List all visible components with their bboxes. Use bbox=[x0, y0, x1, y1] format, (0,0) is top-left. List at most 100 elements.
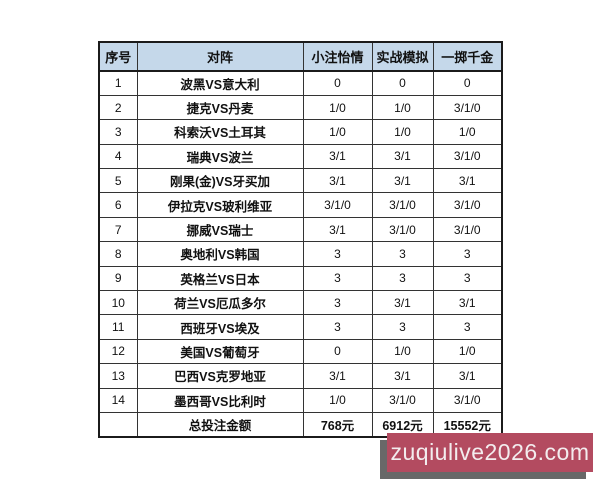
value-cell: 0 bbox=[432, 70, 503, 96]
row-number-cell: 4 bbox=[98, 143, 138, 170]
match-cell: 西班牙VS埃及 bbox=[136, 314, 304, 340]
value-cell: 3 bbox=[432, 314, 503, 340]
match-cell: 伊拉克VS玻利维亚 bbox=[136, 192, 304, 218]
value-cell: 3 bbox=[302, 314, 373, 340]
value-cell: 3 bbox=[371, 265, 434, 292]
column-header: 小注怡情 bbox=[302, 41, 373, 72]
row-number-cell: 14 bbox=[98, 387, 138, 413]
value-cell: 3 bbox=[371, 241, 434, 267]
table-row: 2 捷克VS丹麦 1/0 1/0 3/1/0 bbox=[98, 94, 503, 121]
value-cell: 1/0 bbox=[302, 119, 373, 145]
match-cell: 科索沃VS土耳其 bbox=[136, 119, 304, 145]
table-row: 3 科索沃VS土耳其 1/0 1/0 1/0 bbox=[98, 119, 503, 145]
match-cell: 奥地利VS韩国 bbox=[136, 241, 304, 267]
value-cell: 0 bbox=[302, 70, 373, 96]
total-row-empty-cell bbox=[98, 411, 138, 438]
value-cell: 3/1/0 bbox=[302, 192, 373, 218]
row-number-cell: 3 bbox=[98, 119, 138, 145]
table-row: 5 刚果(金)VS牙买加 3/1 3/1 3/1 bbox=[98, 168, 503, 194]
column-header: 实战模拟 bbox=[371, 41, 434, 72]
value-cell: 3/1 bbox=[371, 363, 434, 389]
value-cell: 0 bbox=[302, 338, 373, 365]
value-cell: 3/1/0 bbox=[432, 192, 503, 218]
table-row: 13 巴西VS克罗地亚 3/1 3/1 3/1 bbox=[98, 363, 503, 389]
value-cell: 3 bbox=[302, 265, 373, 292]
table-row: 1 波黑VS意大利 0 0 0 bbox=[98, 70, 503, 96]
row-number-cell: 8 bbox=[98, 241, 138, 267]
match-cell: 墨西哥VS比利时 bbox=[136, 387, 304, 413]
value-cell: 1/0 bbox=[371, 338, 434, 365]
value-cell: 3/1 bbox=[302, 143, 373, 170]
value-cell: 1/0 bbox=[302, 94, 373, 121]
header-row: 序号 对阵 小注怡情 实战模拟 一掷千金 bbox=[98, 41, 503, 72]
match-cell: 英格兰VS日本 bbox=[136, 265, 304, 292]
match-cell: 波黑VS意大利 bbox=[136, 70, 304, 96]
column-header: 一掷千金 bbox=[432, 41, 503, 72]
table-row: 11 西班牙VS埃及 3 3 3 bbox=[98, 314, 503, 340]
column-header: 序号 bbox=[98, 41, 138, 72]
value-cell: 1/0 bbox=[432, 119, 503, 145]
value-cell: 3/1/0 bbox=[371, 387, 434, 413]
value-cell: 3/1/0 bbox=[371, 216, 434, 243]
row-number-cell: 5 bbox=[98, 168, 138, 194]
match-cell: 巴西VS克罗地亚 bbox=[136, 363, 304, 389]
row-number-cell: 9 bbox=[98, 265, 138, 292]
value-cell: 3/1/0 bbox=[371, 192, 434, 218]
match-cell: 挪威VS瑞士 bbox=[136, 216, 304, 243]
value-cell: 3 bbox=[302, 290, 373, 316]
value-cell: 3/1 bbox=[302, 363, 373, 389]
match-cell: 刚果(金)VS牙买加 bbox=[136, 168, 304, 194]
value-cell: 3/1/0 bbox=[432, 143, 503, 170]
match-cell: 捷克VS丹麦 bbox=[136, 94, 304, 121]
row-number-cell: 12 bbox=[98, 338, 138, 365]
value-cell: 1/0 bbox=[371, 119, 434, 145]
site-watermark: zuqiulive2026.com bbox=[387, 433, 593, 472]
value-cell: 3/1 bbox=[432, 363, 503, 389]
table-header: 序号 对阵 小注怡情 实战模拟 一掷千金 bbox=[98, 41, 503, 72]
betting-table-wrap: 序号 对阵 小注怡情 实战模拟 一掷千金 1 波黑VS意大利 0 0 0 2 捷克VS丹麦 1/0 1/… bbox=[98, 41, 503, 439]
row-number-cell: 7 bbox=[98, 216, 138, 243]
table-row: 10 荷兰VS厄瓜多尔 3 3/1 3/1 bbox=[98, 290, 503, 316]
table-body: 1 波黑VS意大利 0 0 0 2 捷克VS丹麦 1/0 1/0 3/1/0 3 科索沃VS土耳其 1/… bbox=[98, 70, 503, 413]
value-cell: 3/1 bbox=[302, 168, 373, 194]
total-label: 总投注金额 bbox=[136, 411, 304, 438]
value-cell: 3/1 bbox=[432, 290, 503, 316]
match-cell: 荷兰VS厄瓜多尔 bbox=[136, 290, 304, 316]
value-cell: 3 bbox=[371, 314, 434, 340]
match-cell: 美国VS葡萄牙 bbox=[136, 338, 304, 365]
value-cell: 3/1/0 bbox=[432, 94, 503, 121]
row-number-cell: 2 bbox=[98, 94, 138, 121]
watermark-text: zuqiulive2026.com bbox=[390, 439, 590, 465]
row-number-cell: 11 bbox=[98, 314, 138, 340]
column-header: 对阵 bbox=[136, 41, 304, 72]
value-cell: 3/1 bbox=[302, 216, 373, 243]
table-row: 14 墨西哥VS比利时 1/0 3/1/0 3/1/0 bbox=[98, 387, 503, 413]
table-row: 4 瑞典VS波兰 3/1 3/1 3/1/0 bbox=[98, 143, 503, 170]
value-cell: 1/0 bbox=[302, 387, 373, 413]
value-cell: 3 bbox=[432, 241, 503, 267]
row-number-cell: 1 bbox=[98, 70, 138, 96]
row-number-cell: 6 bbox=[98, 192, 138, 218]
value-cell: 3/1 bbox=[371, 168, 434, 194]
table-row: 8 奥地利VS韩国 3 3 3 bbox=[98, 241, 503, 267]
total-value-cell: 768元 bbox=[302, 411, 373, 438]
value-cell: 1/0 bbox=[371, 94, 434, 121]
row-number-cell: 13 bbox=[98, 363, 138, 389]
betting-table: 序号 对阵 小注怡情 实战模拟 一掷千金 1 波黑VS意大利 0 0 0 2 捷克VS丹麦 1/0 1/… bbox=[98, 41, 503, 439]
value-cell: 3/1/0 bbox=[432, 216, 503, 243]
table-row: 7 挪威VS瑞士 3/1 3/1/0 3/1/0 bbox=[98, 216, 503, 243]
table-row: 12 美国VS葡萄牙 0 1/0 1/0 bbox=[98, 338, 503, 365]
value-cell: 1/0 bbox=[432, 338, 503, 365]
value-cell: 3 bbox=[432, 265, 503, 292]
value-cell: 3 bbox=[302, 241, 373, 267]
value-cell: 3/1 bbox=[432, 168, 503, 194]
value-cell: 3/1 bbox=[371, 143, 434, 170]
match-cell: 瑞典VS波兰 bbox=[136, 143, 304, 170]
table-row: 9 英格兰VS日本 3 3 3 bbox=[98, 265, 503, 292]
value-cell: 3/1/0 bbox=[432, 387, 503, 413]
value-cell: 0 bbox=[371, 70, 434, 96]
value-cell: 3/1 bbox=[371, 290, 434, 316]
table-row: 6 伊拉克VS玻利维亚 3/1/0 3/1/0 3/1/0 bbox=[98, 192, 503, 218]
row-number-cell: 10 bbox=[98, 290, 138, 316]
